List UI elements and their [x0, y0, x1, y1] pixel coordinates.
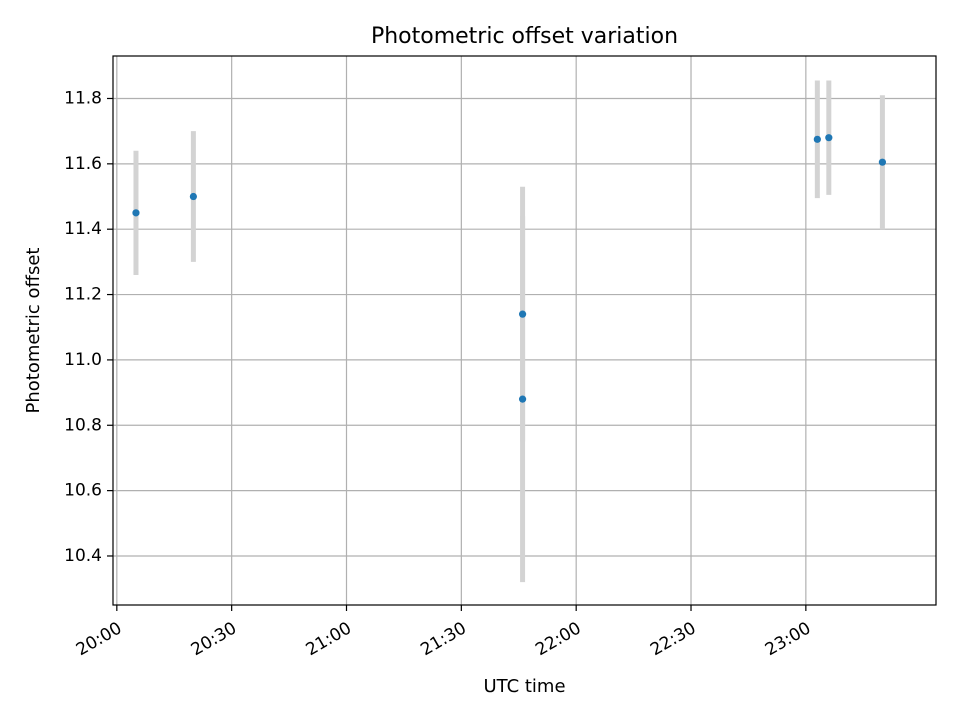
data-point [825, 134, 833, 142]
data-point [189, 192, 197, 201]
data-points [132, 134, 887, 403]
y-tick-label: 11.6 [64, 154, 102, 174]
data-point [132, 209, 140, 217]
y-tick-label: 10.4 [64, 546, 102, 566]
y-tick-label: 10.6 [64, 481, 102, 501]
data-point [518, 310, 527, 318]
y-tick-label: 11.4 [64, 219, 102, 239]
y-axis-label: Photometric offset [23, 248, 44, 414]
y-axis-ticks: 10.4 10.6 10.8 11.0 11.2 11.4 11.6 11.8 [64, 88, 113, 566]
chart-title: Photometric offset variation [371, 24, 678, 49]
data-point [518, 395, 527, 403]
y-tick-label: 11.8 [64, 88, 102, 108]
data-point [878, 158, 887, 166]
y-tick-label: 11.2 [64, 285, 102, 305]
y-tick-label: 10.8 [64, 415, 102, 435]
x-axis-label: UTC time [483, 676, 565, 697]
data-point [813, 135, 821, 143]
y-tick-label: 11.0 [64, 350, 102, 370]
plot-frame [112, 55, 937, 606]
